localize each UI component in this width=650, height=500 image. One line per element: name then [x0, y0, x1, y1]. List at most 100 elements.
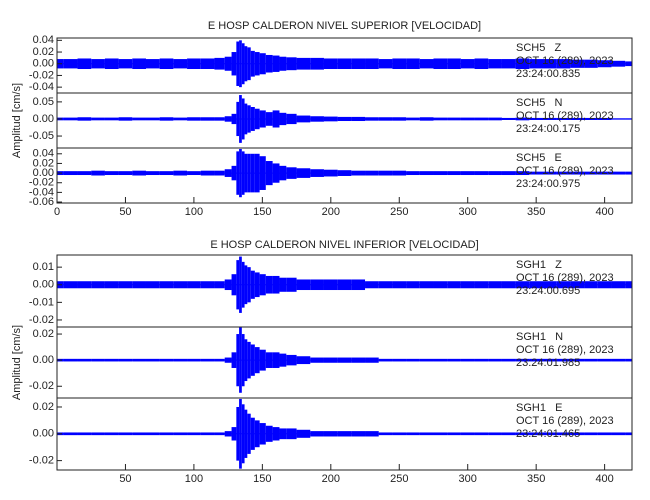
waveform-amplitude: [244, 46, 248, 82]
waveform-amplitude: [145, 358, 160, 362]
waveform-amplitude: [611, 358, 626, 362]
waveform-amplitude: [597, 358, 612, 362]
waveform-amplitude: [515, 432, 530, 436]
waveform-amplitude: [244, 265, 248, 305]
waveform-amplitude: [570, 358, 585, 362]
waveform-amplitude: [63, 432, 78, 436]
waveform-amplitude: [543, 432, 557, 436]
waveform-amplitude: [279, 165, 287, 181]
waveform-amplitude: [556, 281, 571, 289]
waveform-amplitude: [392, 170, 407, 176]
waveform-amplitude: [337, 279, 352, 291]
waveform-amplitude: [323, 279, 338, 291]
waveform-amplitude: [570, 117, 585, 120]
waveform-amplitude: [323, 357, 338, 363]
waveform-amplitude: [286, 428, 297, 440]
station-label: SCH5 N: [516, 97, 563, 109]
waveform-amplitude: [529, 358, 544, 362]
waveform-amplitude: [488, 59, 502, 69]
waveform-amplitude: [239, 95, 242, 143]
waveform-amplitude: [556, 358, 571, 362]
station-label: SCH5 Z: [516, 42, 562, 54]
waveform-amplitude: [625, 118, 632, 120]
waveform-amplitude: [77, 432, 92, 436]
waveform-amplitude: [265, 112, 273, 126]
waveform-amplitude: [501, 432, 516, 436]
waveform-amplitude: [272, 275, 280, 294]
x-tick-label: 400: [595, 473, 613, 485]
chart-title: E HOSP CALDERON NIVEL SUPERIOR [VELOCIDA…: [208, 20, 481, 32]
waveform-amplitude: [250, 344, 255, 376]
x-tick-label: 350: [527, 473, 545, 485]
waveform-amplitude: [91, 432, 105, 436]
waveform-amplitude: [250, 270, 255, 299]
waveform-amplitude: [625, 432, 632, 436]
waveform-amplitude: [515, 358, 530, 362]
waveform-amplitude: [378, 170, 393, 176]
y-tick-label: -0.02: [29, 69, 54, 81]
y-tick-label: -0.02: [29, 177, 54, 189]
waveform-amplitude: [231, 274, 237, 296]
waveform-amplitude: [132, 58, 146, 70]
waveform-amplitude: [474, 358, 489, 362]
waveform-amplitude: [310, 169, 324, 177]
waveform-amplitude: [77, 58, 92, 70]
waveform-amplitude: [392, 432, 407, 436]
waveform-amplitude: [433, 281, 448, 289]
waveform-amplitude: [419, 171, 434, 176]
waveform-amplitude: [447, 432, 461, 436]
x-tick-label: 150: [253, 206, 271, 218]
waveform-amplitude: [265, 425, 273, 442]
waveform-amplitude: [77, 117, 92, 121]
waveform-amplitude: [77, 358, 92, 362]
date-label: OCT 16 (289), 2023: [516, 165, 614, 177]
waveform-amplitude: [543, 117, 557, 120]
y-tick-label: 0.02: [33, 328, 54, 340]
waveform-amplitude: [529, 117, 544, 120]
waveform-amplitude: [173, 358, 188, 362]
waveform-amplitude: [259, 110, 266, 128]
waveform-amplitude: [272, 427, 280, 441]
waveform-amplitude: [625, 61, 632, 67]
waveform-amplitude: [474, 432, 489, 436]
waveform-amplitude: [515, 58, 530, 70]
waveform-amplitude: [132, 170, 146, 176]
waveform-amplitude: [460, 117, 475, 121]
waveform-amplitude: [247, 267, 251, 303]
waveform-amplitude: [224, 56, 232, 71]
waveform-amplitude: [236, 151, 240, 195]
x-tick-label: 50: [119, 473, 131, 485]
waveform-amplitude: [77, 171, 92, 176]
waveform-amplitude: [570, 281, 585, 289]
y-axis-label: Amplitud [cm/s]: [11, 83, 23, 158]
waveform-amplitude: [529, 432, 544, 436]
date-label: OCT 16 (289), 2023: [516, 55, 614, 67]
waveform-amplitude: [597, 281, 612, 289]
waveform-amplitude: [145, 432, 160, 436]
waveform-amplitude: [296, 115, 311, 123]
chart-title: E HOSP CALDERON NIVEL INFERIOR [VELOCIDA…: [210, 239, 478, 251]
waveform-amplitude: [104, 58, 119, 70]
waveform-amplitude: [224, 116, 232, 122]
waveform-amplitude: [611, 118, 626, 120]
waveform-amplitude: [365, 431, 379, 437]
waveform-amplitude: [214, 358, 225, 362]
y-axis-label: Amplitud [cm/s]: [11, 325, 23, 400]
waveform-amplitude: [570, 171, 585, 175]
waveform-amplitude: [214, 57, 225, 70]
waveform-amplitude: [254, 108, 260, 130]
waveform-amplitude: [365, 117, 379, 121]
date-label: OCT 16 (289), 2023: [516, 344, 614, 356]
waveform-amplitude: [91, 170, 105, 176]
waveform-amplitude: [247, 47, 251, 81]
waveform-amplitude: [286, 57, 297, 71]
waveform-amplitude: [286, 354, 297, 366]
waveform-amplitude: [250, 107, 255, 131]
waveform-amplitude: [296, 429, 311, 438]
waveform-amplitude: [543, 281, 557, 289]
waveform-amplitude: [187, 432, 201, 436]
waveform-amplitude: [447, 281, 461, 289]
waveform-amplitude: [214, 432, 225, 436]
waveform-amplitude: [214, 281, 225, 289]
waveform-amplitude: [231, 427, 237, 441]
